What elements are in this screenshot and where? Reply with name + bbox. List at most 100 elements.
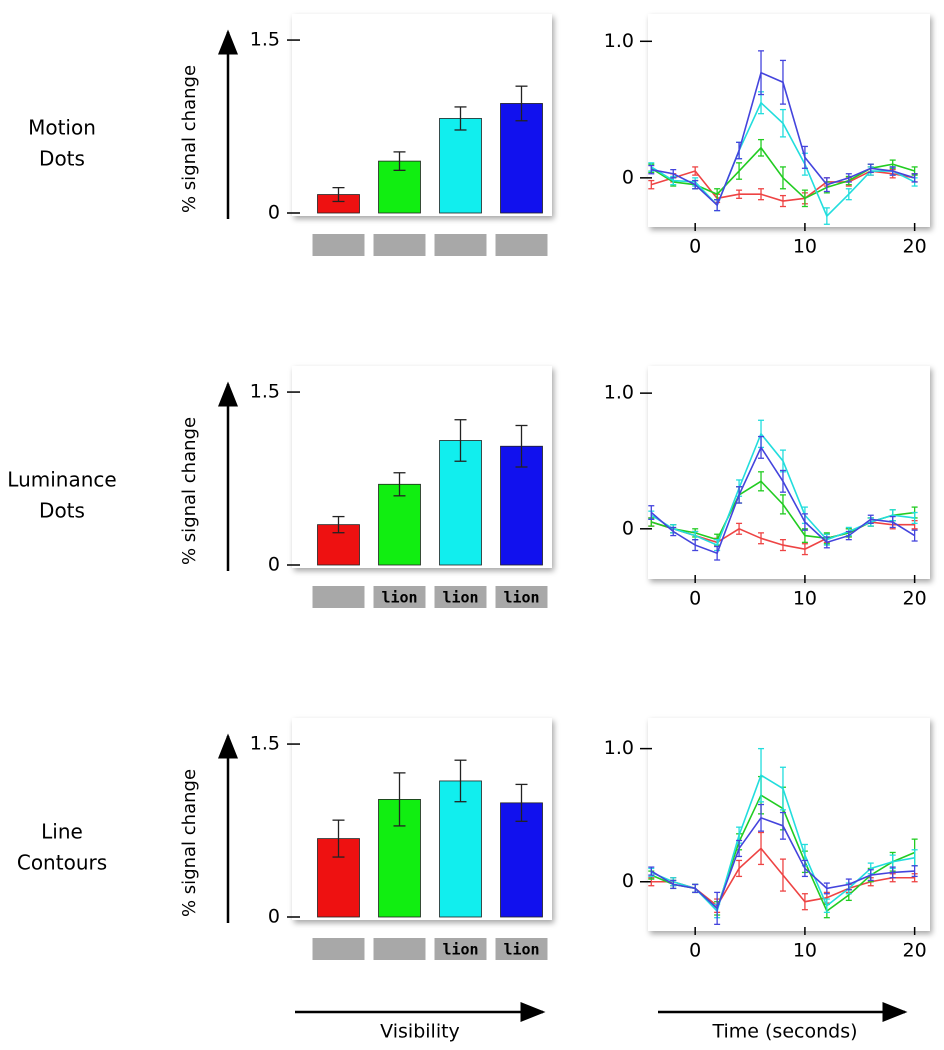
error-bar <box>779 811 786 840</box>
y-tick-label: 0 <box>622 517 634 539</box>
error-bar <box>779 166 786 190</box>
error-bar <box>648 505 655 520</box>
error-bar <box>889 866 896 879</box>
error-bar <box>801 513 808 531</box>
stimulus-thumbnail <box>373 234 426 256</box>
error-bar <box>779 539 786 552</box>
error-bar <box>758 188 765 201</box>
error-bar <box>758 50 765 96</box>
error-bar <box>736 141 743 160</box>
error-bar <box>823 177 830 193</box>
x-tick-label: 20 <box>903 236 927 258</box>
y-tick-label: 1.5 <box>250 381 280 403</box>
error-bar <box>779 59 786 105</box>
error-bar <box>692 883 699 894</box>
x-tick-label: 10 <box>793 236 817 258</box>
stimulus-thumbnail <box>495 234 548 256</box>
row-label: Dots <box>39 147 85 171</box>
error-bar <box>845 188 852 201</box>
y-axis-label: % signal change <box>179 417 200 565</box>
error-bar <box>911 173 918 183</box>
error-bar <box>823 207 830 225</box>
error-bar <box>670 879 677 890</box>
error-bar <box>515 424 528 468</box>
row-label: Dots <box>39 499 85 523</box>
stimulus-thumbnail <box>373 938 426 960</box>
error-bar <box>714 891 721 925</box>
stimulus-thumbnail <box>495 586 548 608</box>
y-axis-label: % signal change <box>179 65 200 213</box>
error-bar <box>911 511 918 525</box>
x-axis-label: Visibility <box>380 1021 460 1043</box>
error-bar <box>779 858 786 892</box>
error-bar <box>758 471 765 492</box>
stimulus-thumbnail <box>373 586 426 608</box>
y-tick-label: 1.0 <box>604 382 634 404</box>
x-tick-label: 0 <box>689 236 701 258</box>
stimulus-label: lion <box>503 941 539 959</box>
error-bar <box>692 166 699 176</box>
error-bar <box>823 536 830 549</box>
error-bar <box>801 543 808 556</box>
error-bar <box>454 759 467 803</box>
error-bar <box>779 766 786 811</box>
stimulus-thumbnail <box>495 938 548 960</box>
error-bar <box>801 859 808 878</box>
error-bar <box>515 85 528 122</box>
row-label: Contours <box>17 851 107 875</box>
stimulus-label: lion <box>503 589 539 607</box>
error-bar <box>332 819 345 858</box>
error-bar <box>393 151 406 171</box>
error-bar <box>889 515 896 529</box>
error-bar <box>736 189 743 199</box>
bar <box>439 780 482 918</box>
error-bar <box>779 194 786 208</box>
y-tick-label: 0 <box>622 166 634 188</box>
y-tick-label: 0 <box>268 202 280 224</box>
error-bar <box>758 803 765 832</box>
error-bar <box>454 106 467 131</box>
error-bar <box>911 529 918 542</box>
error-bar <box>714 199 721 212</box>
y-tick-label: 1.5 <box>250 733 280 755</box>
error-bar <box>648 164 655 175</box>
error-bar <box>736 486 743 504</box>
error-bar <box>714 545 721 561</box>
error-bar <box>823 882 830 895</box>
stimulus-label: lion <box>381 589 417 607</box>
error-bar <box>454 419 467 462</box>
y-tick-label: 1.0 <box>604 30 634 52</box>
error-bar <box>393 472 406 497</box>
error-bar <box>670 526 677 537</box>
x-tick-label: 20 <box>903 588 927 610</box>
stimulus-label: lion <box>442 589 478 607</box>
x-tick-label: 20 <box>903 940 927 962</box>
stimulus-thumbnail <box>312 234 365 256</box>
error-bar <box>845 173 852 183</box>
error-bar <box>758 138 765 157</box>
error-bar <box>758 747 765 803</box>
x-tick-label: 0 <box>689 588 701 610</box>
stimulus-label: lion <box>442 941 478 959</box>
error-bar <box>670 169 677 179</box>
stimulus-thumbnail <box>434 938 487 960</box>
y-tick-label: 0 <box>622 870 634 892</box>
error-bar <box>736 522 743 535</box>
error-bar <box>845 530 852 541</box>
y-tick-label: 0 <box>268 906 280 928</box>
error-bar <box>867 163 874 174</box>
error-bar <box>393 772 406 827</box>
bar <box>378 483 421 566</box>
error-bar <box>736 162 743 180</box>
error-bar <box>779 469 786 493</box>
y-tick-label: 1.5 <box>250 29 280 51</box>
x-tick-label: 10 <box>793 588 817 610</box>
panel <box>648 366 930 579</box>
error-bar <box>889 166 896 176</box>
error-bar <box>801 145 808 169</box>
error-bar <box>779 108 786 138</box>
row-label: Motion <box>28 116 96 140</box>
error-bar <box>758 532 765 545</box>
bar <box>439 118 482 214</box>
